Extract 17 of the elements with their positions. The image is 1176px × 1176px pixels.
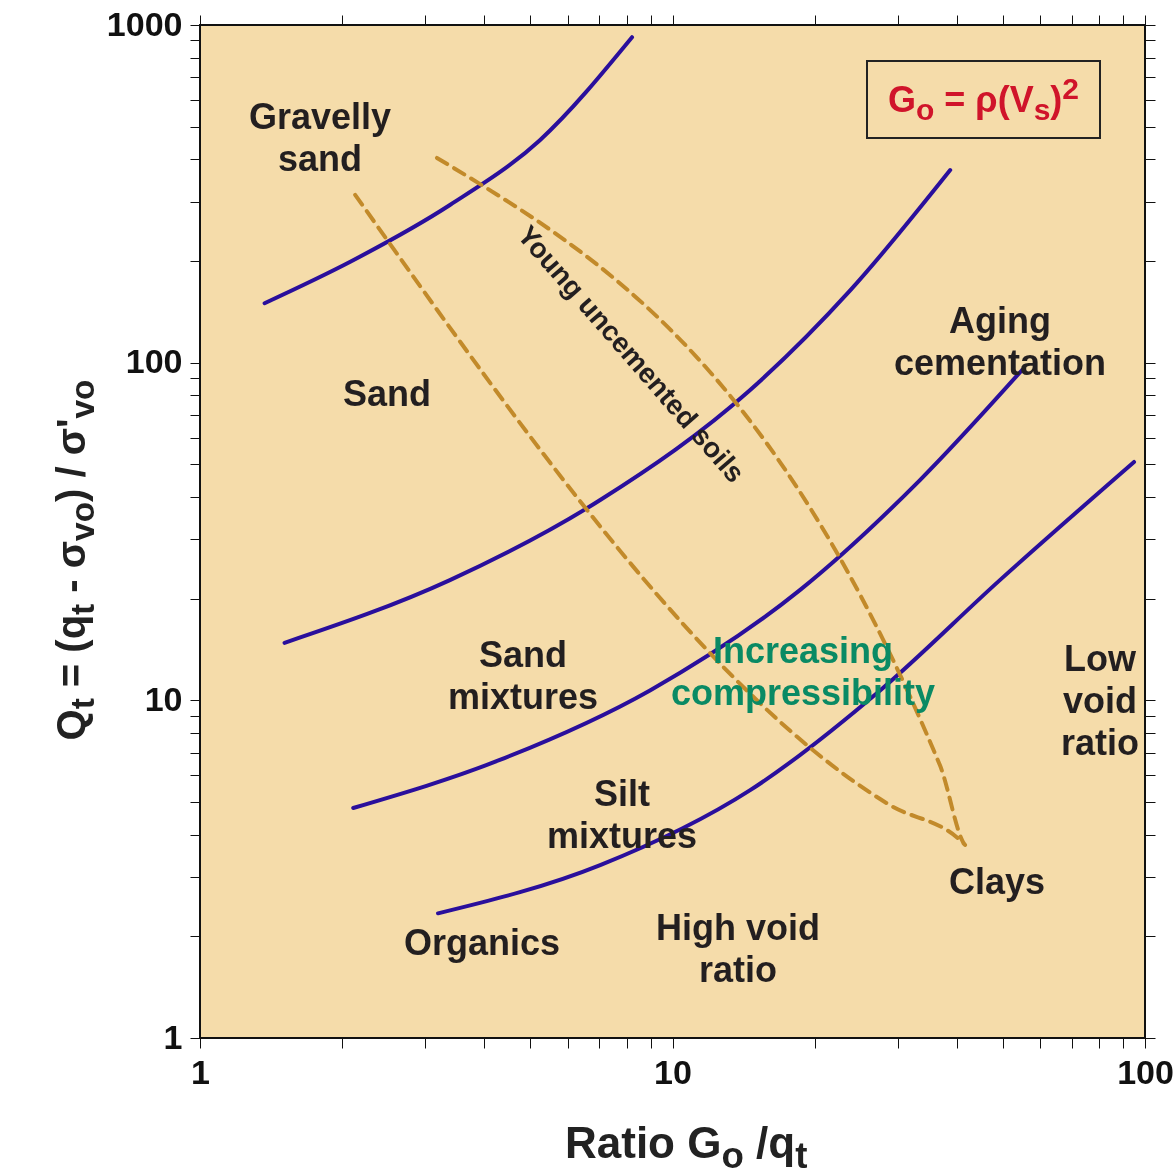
x-tick-label: 10	[654, 1052, 692, 1091]
annotation: Sand mixtures	[447, 634, 599, 717]
y-tick-label: 1000	[106, 4, 183, 43]
y-tick-label: 100	[125, 342, 183, 381]
annotation: Aging cementation	[893, 300, 1107, 383]
annotation: Low void ratio	[1060, 638, 1140, 763]
x-tick-label: 1	[191, 1052, 210, 1091]
annotation: Sand	[342, 373, 432, 414]
annotation: Organics	[403, 922, 561, 963]
annotation: Gravelly sand	[248, 96, 392, 179]
y-tick-label: 1	[163, 1017, 183, 1056]
annotation: Clays	[948, 861, 1046, 902]
annotation: High void ratio	[656, 907, 820, 990]
y-tick-label: 10	[144, 679, 183, 718]
x-tick-label: 100	[1117, 1052, 1174, 1091]
annotation: G$_{o}$ = ρ(V$_{s}$)$^{2}$	[866, 60, 1102, 140]
x-axis-title: Ratio G$_{o}$ /q$_{t}$	[565, 1118, 808, 1176]
